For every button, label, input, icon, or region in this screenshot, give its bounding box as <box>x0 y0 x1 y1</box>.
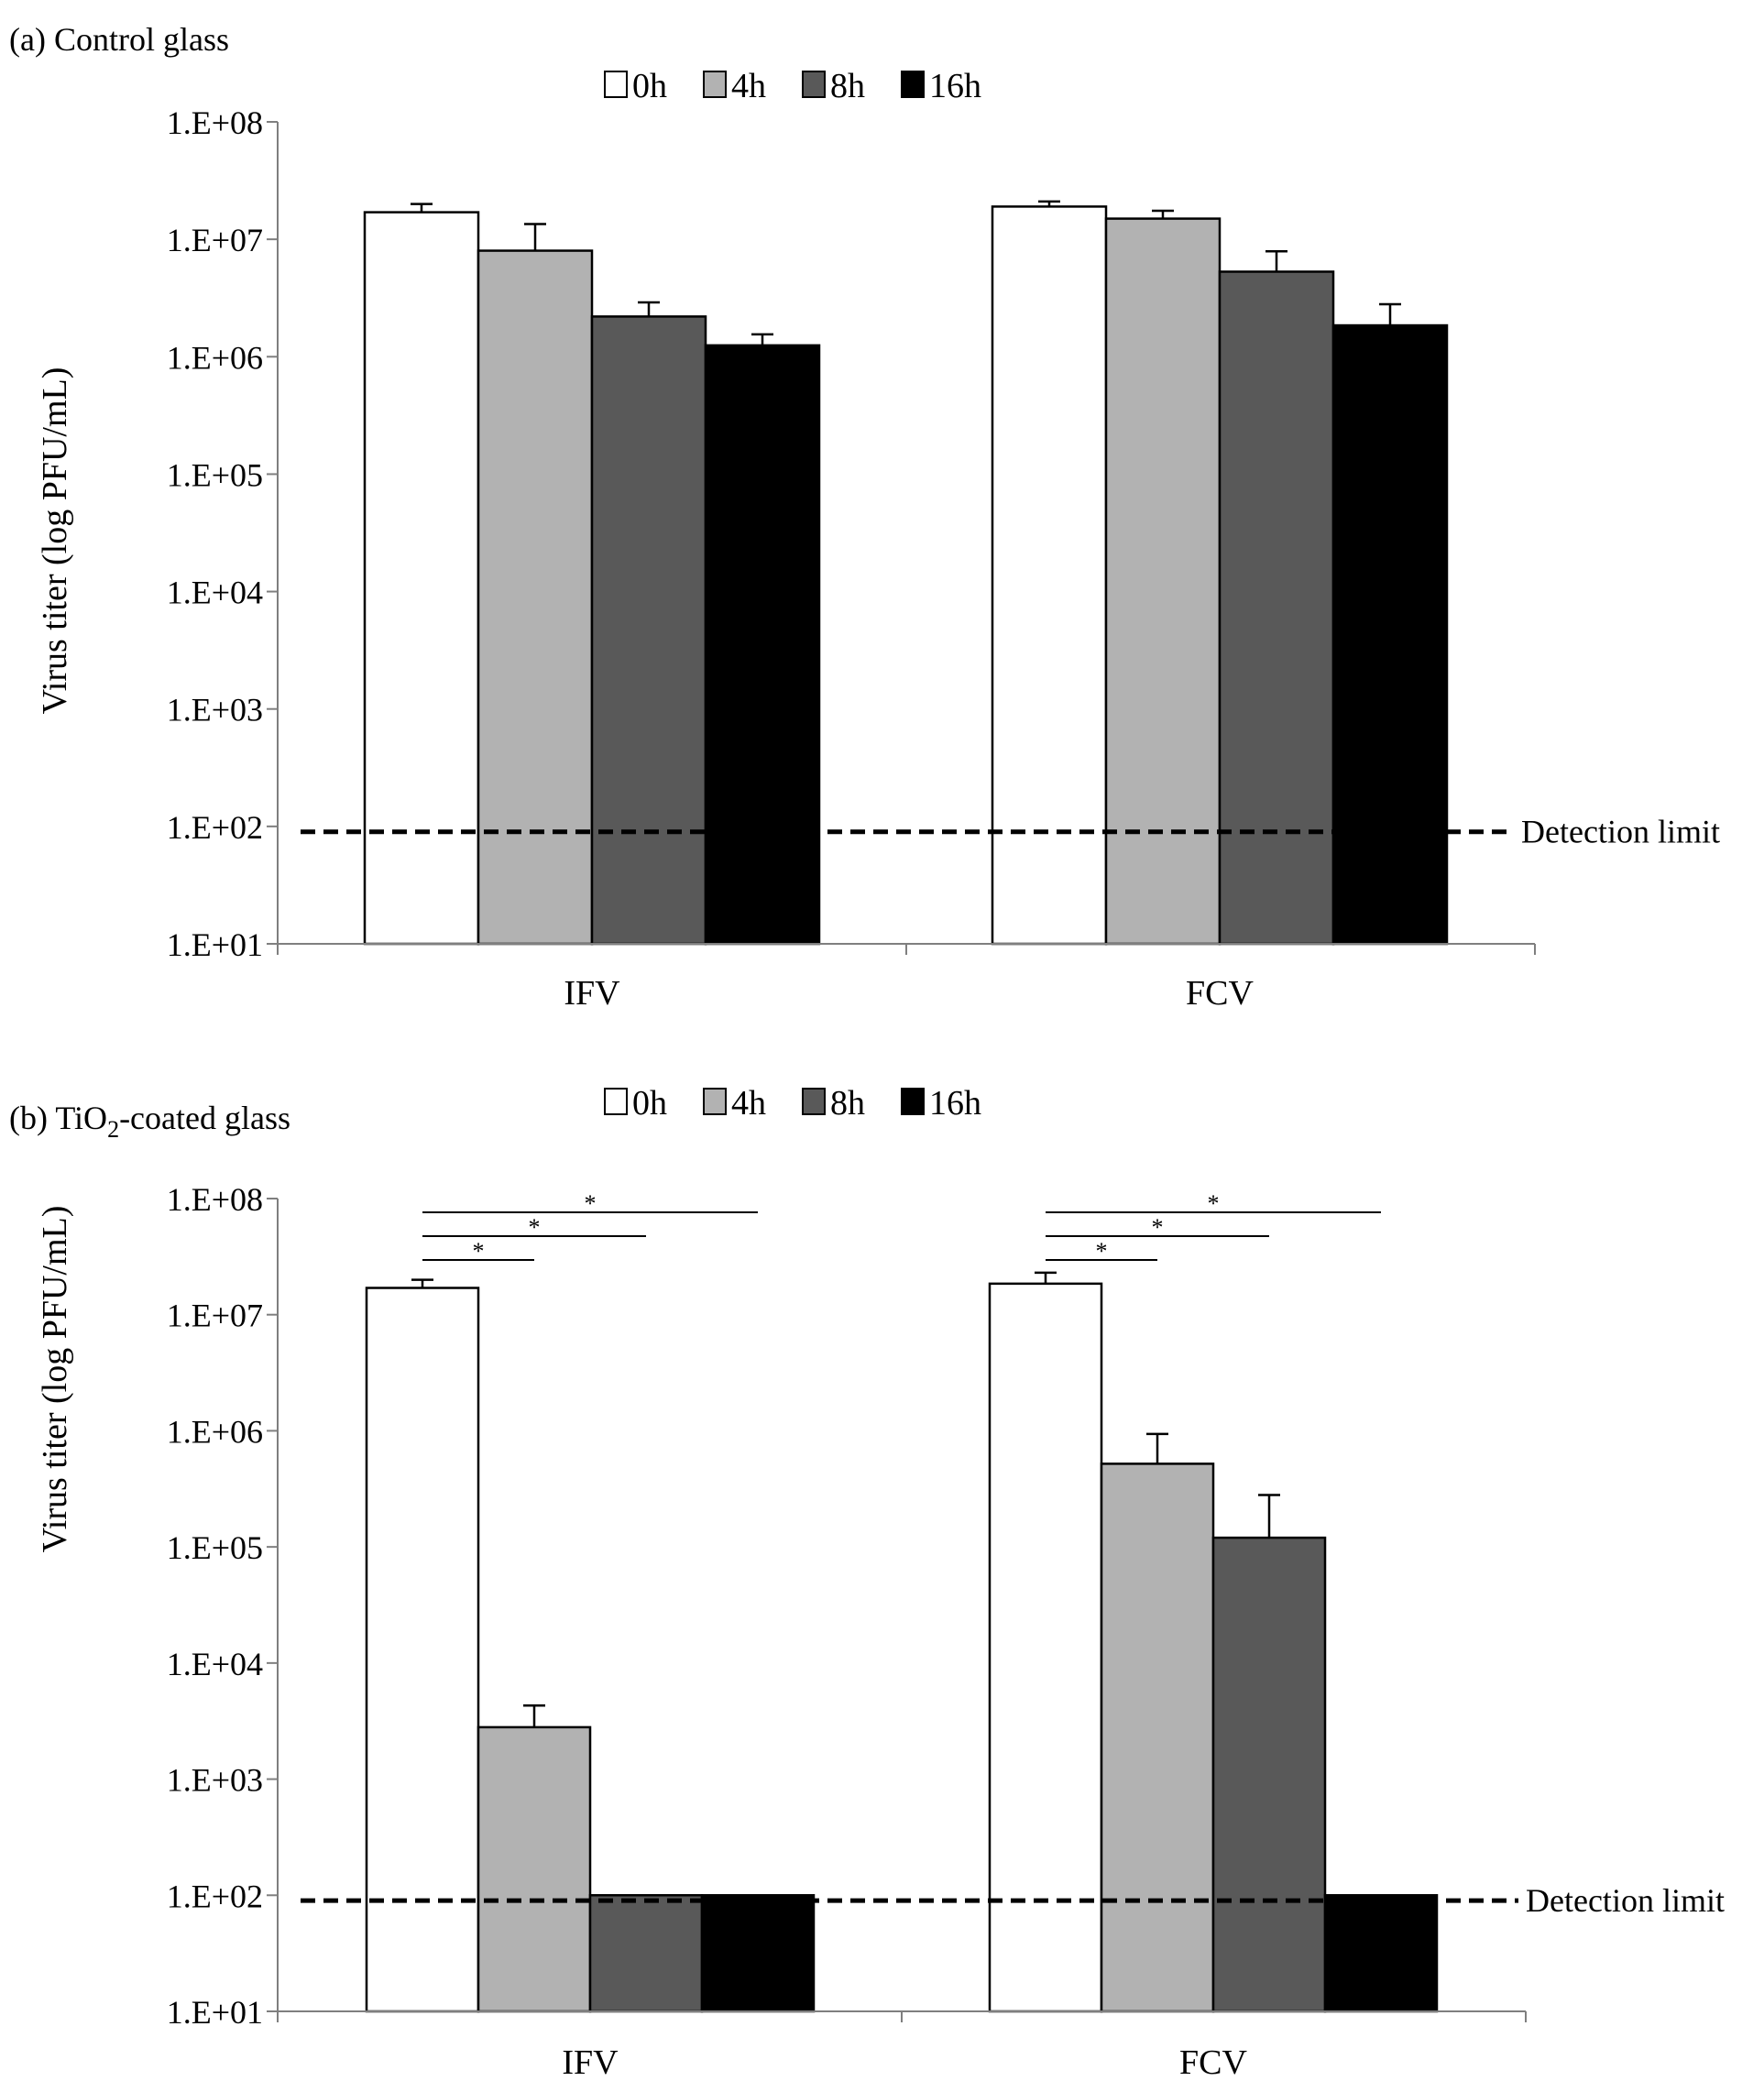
y-tick-label: 1.E+05 <box>167 1529 263 1566</box>
legend-swatch-0h <box>604 71 628 98</box>
bar-IFV-8h <box>588 1894 704 2013</box>
detection-limit-label: Detection limit <box>1521 814 1720 850</box>
legend-label-16h: 16h <box>929 1084 981 1123</box>
legend-label-8h: 8h <box>830 1084 865 1123</box>
y-tick-label: 1.E+03 <box>167 1762 263 1799</box>
bar-IFV-8h <box>590 315 707 946</box>
legend-label-0h: 0h <box>632 67 667 105</box>
legend-label-4h: 4h <box>731 67 766 105</box>
panel-b-label-subscript: 2 <box>107 1116 119 1143</box>
panel-b-legend: 0h 4h 8h 16h <box>604 1084 981 1123</box>
y-tick-label: 1.E+01 <box>167 926 263 963</box>
legend-swatch-0h <box>604 1088 628 1115</box>
y-tick-label: 1.E+04 <box>167 575 263 611</box>
significance-star-FCV-4h: * <box>1096 1238 1108 1265</box>
x-tick-label-FCV: FCV <box>1186 974 1254 1013</box>
legend-label-16h: 16h <box>929 67 981 105</box>
bar-FCV-4h <box>1104 217 1222 946</box>
bar-FCV-4h <box>1100 1462 1215 2013</box>
y-tick-label: 1.E+07 <box>167 1298 263 1334</box>
y-tick-label: 1.E+01 <box>167 1994 263 2031</box>
legend-swatch-4h <box>703 1088 727 1115</box>
legend-label-4h: 4h <box>731 1084 766 1123</box>
y-tick-label: 1.E+04 <box>167 1646 263 1682</box>
panel-a-ylabel: Virus titer (log PFU/mL) <box>36 367 74 715</box>
panel-a-control-glass: (a) Control glass Virus titer (log PFU/m… <box>9 21 1720 1013</box>
significance-star-IFV-4h: * <box>473 1238 485 1265</box>
significance-star-FCV-8h: * <box>1152 1214 1164 1241</box>
x-tick-label-IFV: IFV <box>564 974 620 1013</box>
panel-b-label: (b) TiO2-coated glass <box>9 1100 290 1143</box>
x-tick-label-IFV: IFV <box>562 2043 619 2081</box>
legend-swatch-16h <box>901 71 925 98</box>
panel-b-label-suffix: -coated glass <box>119 1100 290 1136</box>
legend-swatch-8h <box>802 1088 826 1115</box>
panel-a-label: (a) Control glass <box>9 21 229 58</box>
y-tick-label: 1.E+02 <box>167 1878 263 1914</box>
legend-swatch-8h <box>802 71 826 98</box>
panel-b-plot: 1.E+01 1.E+02 1.E+03 1.E+04 1.E+05 1.E+06 1.E+… <box>167 1181 1725 2081</box>
panel-a-plot: 1.E+01 1.E+02 1.E+03 1.E+04 1.E+05 1.E+06 1.E+… <box>167 104 1720 1013</box>
legend-label-0h: 0h <box>632 1084 667 1123</box>
y-tick-label: 1.E+08 <box>167 1181 263 1218</box>
bar-FCV-16h <box>1331 323 1449 946</box>
bar-FCV-0h <box>991 205 1108 946</box>
x-tick-label-FCV: FCV <box>1179 2043 1247 2081</box>
panel-b-tio2-coated-glass: (b) TiO2-coated glass Virus titer (log P… <box>9 1084 1725 2081</box>
y-tick-label: 1.E+02 <box>167 809 263 846</box>
panel-b-ylabel: Virus titer (log PFU/mL) <box>36 1206 74 1553</box>
bar-FCV-8h <box>1211 1536 1327 2013</box>
legend-swatch-16h <box>901 1088 925 1115</box>
significance-star-IFV-8h: * <box>529 1214 541 1241</box>
y-tick-label: 1.E+03 <box>167 692 263 728</box>
significance-star-FCV-16h: * <box>1208 1190 1220 1217</box>
y-tick-label: 1.E+05 <box>167 456 263 493</box>
y-tick-label: 1.E+08 <box>167 104 263 141</box>
bar-FCV-0h <box>988 1282 1103 2013</box>
bar-FCV-16h <box>1323 1894 1439 2013</box>
panel-b-label-prefix: (b) TiO <box>9 1100 107 1136</box>
bar-IFV-16h <box>700 1894 816 2013</box>
bar-IFV-16h <box>704 344 821 946</box>
significance-star-IFV-16h: * <box>585 1190 597 1217</box>
bar-IFV-4h <box>477 1725 592 2013</box>
bar-IFV-0h <box>363 211 480 946</box>
y-tick-label: 1.E+06 <box>167 339 263 376</box>
y-tick-label: 1.E+07 <box>167 222 263 258</box>
bar-FCV-8h <box>1218 270 1335 946</box>
legend-swatch-4h <box>703 71 727 98</box>
detection-limit-label: Detection limit <box>1526 1882 1725 1919</box>
panel-a-legend: 0h 4h 8h 16h <box>604 67 981 105</box>
legend-label-8h: 8h <box>830 67 865 105</box>
bar-IFV-4h <box>477 249 594 946</box>
y-tick-label: 1.E+06 <box>167 1413 263 1450</box>
